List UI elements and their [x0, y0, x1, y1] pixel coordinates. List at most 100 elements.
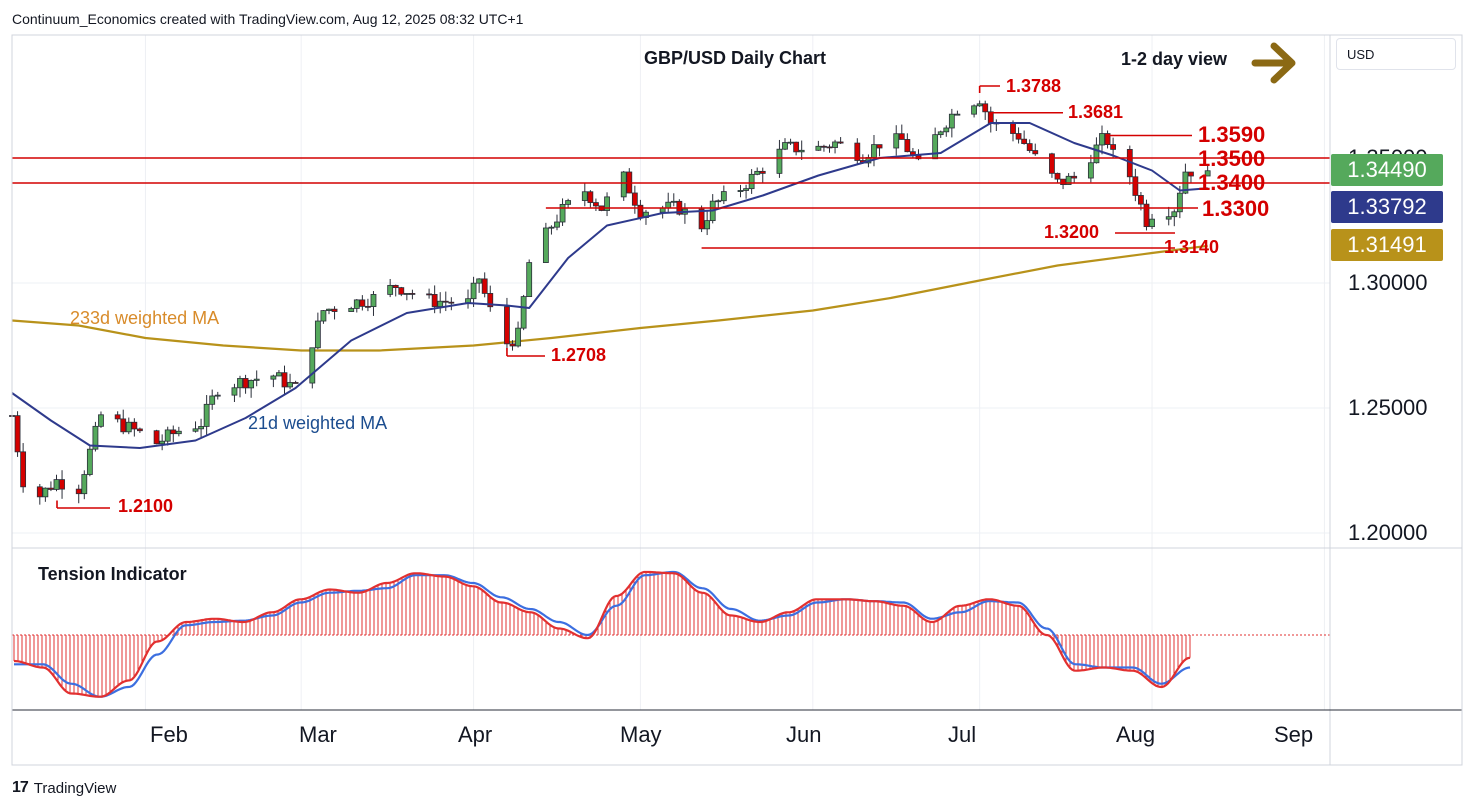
candle-body: [720, 191, 727, 202]
candle-body: [192, 428, 199, 432]
candle-body: [898, 133, 905, 140]
price-tick: 1.20000: [1348, 520, 1428, 545]
tradingview-logo-icon: 17: [12, 779, 29, 796]
candle-body: [92, 425, 99, 450]
candle-body: [281, 372, 288, 388]
level-label-12708: 1.2708: [551, 345, 607, 365]
tension-slow-line: [14, 570, 1191, 698]
candle-body: [1026, 143, 1033, 151]
ma233-price-tag: 1.31491: [1331, 229, 1443, 261]
candle-body: [14, 415, 21, 453]
outer-frame: [11, 34, 1463, 766]
candle-body: [554, 221, 560, 228]
candle-body: [214, 394, 221, 397]
candle-body: [470, 282, 477, 300]
candle-body: [198, 426, 204, 430]
candle-body: [1093, 144, 1100, 164]
view-label: 1-2 day view: [1121, 49, 1228, 69]
candle-body: [320, 310, 327, 322]
candle-body: [798, 149, 805, 153]
candle-body: [248, 379, 255, 389]
candle-body: [153, 430, 160, 445]
candle-body: [754, 170, 761, 175]
currency-selector[interactable]: USD: [1336, 38, 1456, 70]
candle-body: [476, 278, 483, 284]
candle-body: [253, 378, 260, 381]
candle-body: [392, 284, 399, 289]
candle-body: [348, 308, 355, 312]
candle-body: [1143, 203, 1150, 228]
candle-body: [1132, 176, 1139, 196]
candle-body: [837, 141, 844, 144]
candle-body: [1087, 162, 1094, 179]
candle-body: [1021, 138, 1028, 144]
candle-body: [175, 430, 182, 435]
candle-body: [1171, 211, 1178, 218]
candle-body: [821, 145, 827, 148]
tension-panel: [12, 570, 1330, 698]
candle-body: [42, 487, 49, 498]
level-label-13788: 1.3788: [1006, 76, 1062, 96]
candle-body: [604, 196, 610, 211]
price-tick: 1.25000: [1348, 395, 1428, 420]
candle-body: [826, 146, 833, 149]
candle-body: [365, 305, 371, 308]
candle-body: [437, 300, 444, 307]
candle-body: [326, 308, 332, 311]
ma21-line: [11, 122, 1208, 449]
candle-body: [292, 382, 299, 384]
tension-indicator-label: Tension Indicator: [38, 564, 187, 584]
candle-body: [698, 208, 705, 230]
candles-series: [9, 100, 1211, 505]
month-label: Sep: [1274, 722, 1314, 747]
candle-body: [370, 294, 377, 308]
candle-body: [403, 293, 410, 295]
month-label: Apr: [458, 722, 493, 747]
month-label: Jun: [786, 722, 822, 747]
month-label: May: [620, 722, 662, 747]
candle-body: [442, 300, 449, 303]
candle-body: [48, 487, 54, 490]
candle-body: [1138, 195, 1144, 205]
candle-body: [593, 202, 599, 207]
candle-body: [270, 375, 277, 380]
month-label: Jul: [948, 722, 977, 747]
candle-body: [631, 192, 638, 206]
candle-body: [670, 200, 677, 203]
candle-body: [36, 486, 43, 498]
candle-body: [131, 421, 138, 430]
candle-body: [120, 418, 127, 433]
candle-body: [359, 299, 366, 307]
candle-body: [125, 421, 132, 433]
candle-body: [1065, 175, 1072, 185]
candle-body: [114, 414, 121, 420]
candle-body: [776, 148, 783, 174]
candle-body: [504, 306, 510, 345]
right-arrow-icon: [1251, 42, 1296, 84]
footer-brand[interactable]: 17 TradingView: [12, 779, 116, 797]
candle-body: [559, 203, 566, 223]
candle-body: [59, 479, 65, 490]
candle-body: [581, 191, 588, 201]
tension-fast-line: [13, 570, 1191, 698]
ma233-label: 233d weighted MA: [70, 308, 220, 328]
candle-body: [748, 173, 755, 190]
ma21-label: 21d weighted MA: [248, 413, 388, 433]
candle-body: [937, 131, 944, 136]
candle-body: [932, 134, 939, 160]
candle-body: [743, 188, 749, 191]
candle-body: [871, 144, 877, 158]
ma233-series: [11, 244, 1208, 352]
level-label-12100: 1.2100: [118, 496, 174, 516]
candle-body: [976, 103, 983, 107]
candle-body: [526, 262, 533, 297]
candle-body: [448, 301, 455, 304]
candle-body: [209, 395, 216, 405]
month-label: Aug: [1116, 722, 1156, 747]
candle-body: [81, 474, 88, 495]
candle-body: [331, 308, 338, 312]
candle-body: [704, 220, 711, 230]
candle-body: [237, 378, 243, 389]
candle-body: [276, 372, 282, 377]
candle-body: [20, 451, 27, 488]
